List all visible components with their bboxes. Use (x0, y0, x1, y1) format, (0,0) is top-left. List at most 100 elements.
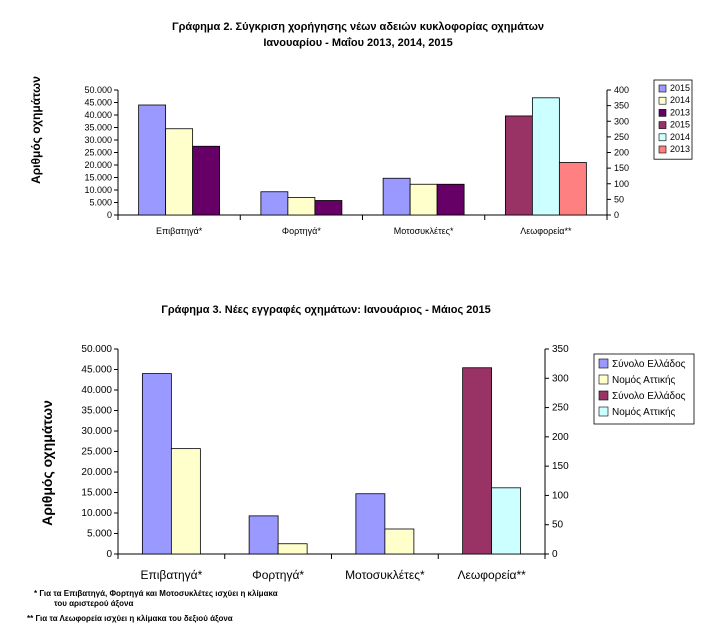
chart2-left-tick-label: 5.000 (87, 529, 112, 540)
chart1-bar (192, 145, 221, 216)
chart1-right-tick-label: 200 (614, 148, 629, 158)
chart1-left-tick-label: 20.000 (84, 160, 112, 170)
chart1-bar (382, 177, 411, 216)
chart1-right-tick-label: 50 (614, 194, 624, 204)
chart1-legend-swatch (658, 145, 667, 154)
chart2-legend-swatch (598, 390, 609, 401)
chart2-bar (384, 528, 415, 555)
chart1-bar (558, 162, 587, 216)
chart1-bar (409, 183, 438, 216)
chart1-right-tick-label: 0 (614, 210, 619, 220)
chart2-category-label: Επιβατηγά* (140, 568, 202, 582)
chart1-right-tick-label: 100 (614, 179, 629, 189)
footnote-1-line-1: * Για τα Επιβατηγά, Φορτηγά και Μοτοσυκλ… (34, 589, 278, 598)
chart1-right-tick-label: 250 (614, 132, 629, 142)
chart2-legend-swatch (598, 374, 609, 385)
chart1-bar (436, 183, 465, 216)
chart1: 0 5.000 10.000 15.000 20.000 25.000 30.000 35.0… (84, 79, 693, 236)
chart2-right-tick-label: 0 (552, 549, 558, 560)
chart2-title: Γράφημα 3. Νέες εγγραφές οχημάτων: Ιανου… (161, 304, 491, 316)
chart2-legend-swatch (598, 358, 609, 369)
chart2-legend-label: Σύνολο Ελλάδος (612, 358, 686, 370)
chart1-category-label: Επιβατηγά* (156, 226, 203, 236)
chart2-bar (277, 543, 308, 555)
chart2-left-tick-label: 35.000 (81, 406, 112, 417)
chart1-right-tick-label: 400 (614, 85, 629, 95)
chart1-left-tick-label: 40.000 (84, 110, 112, 120)
chart1-legend-swatch (658, 133, 667, 142)
chart2-left-tick-label: 30.000 (81, 426, 112, 437)
chart2-left-tick-label: 0 (106, 549, 112, 560)
chart1-subtitle: Ιανουαρίου - Μαΐου 2013, 2014, 2015 (263, 37, 452, 49)
chart1-legend-swatch (658, 121, 667, 129)
chart1-left-tick-label: 25.000 (84, 148, 112, 158)
chart1-legend-swatch (658, 84, 667, 93)
chart1-title: Γράφημα 2. Σύγκριση χορήγησης νέων αδειώ… (172, 21, 544, 33)
chart1-legend-swatch (658, 96, 667, 105)
chart1-bar (531, 97, 560, 216)
chart1-right-tick-label: 300 (614, 116, 629, 126)
chart2-left-tick-label: 45.000 (81, 365, 112, 376)
chart2-bar (355, 493, 386, 555)
chart2-bar (248, 515, 279, 555)
chart2-legend-swatch (598, 406, 609, 417)
chart2-category-label: Μοτοσυκλέτες* (345, 568, 425, 582)
chart1-left-tick-label: 45.000 (84, 98, 112, 108)
chart1-bar (287, 197, 316, 216)
chart2-bar (491, 487, 522, 555)
chart1-right-tick-label: 350 (614, 101, 629, 111)
chart2-legend-label: Νομός Αττικής (612, 406, 676, 418)
chart2-right-tick-label: 100 (552, 490, 569, 501)
chart2-left-tick-label: 15.000 (81, 488, 112, 499)
chart1-left-tick-label: 10.000 (84, 185, 112, 195)
chart1-legend-label: 2014 (670, 132, 690, 142)
chart2: 0 5.000 10.000 15.000 20.000 25.000 30.000 35.0… (81, 344, 695, 582)
chart2-right-tick-label: 300 (552, 373, 569, 384)
chart1-legend-label: 2013 (670, 107, 690, 117)
chart1-bar (138, 104, 167, 216)
chart1-legend-label: 2013 (670, 144, 690, 154)
chart1-left-tick-label: 35.000 (84, 123, 112, 133)
chart1-category-label: Λεωφορεία** (520, 226, 572, 236)
chart1-bar (260, 191, 289, 216)
chart1-bar (165, 128, 194, 216)
chart2-right-tick-label: 350 (552, 344, 569, 355)
chart2-bar (462, 367, 493, 555)
chart1-legend-label: 2015 (670, 120, 690, 130)
footnote-1-line-2: του αριστερού άξονα (54, 599, 134, 608)
chart1-left-tick-label: 5.000 (89, 198, 112, 208)
chart1-category-label: Μοτοσυκλέτες* (394, 226, 454, 236)
chart1-legend-swatch (658, 109, 667, 117)
chart2-right-tick-label: 250 (552, 403, 569, 414)
chart2-left-tick-label: 25.000 (81, 447, 112, 458)
footnote-1: * Για τα Επιβατηγά, Φορτηγά και Μοτοσυκλ… (34, 589, 278, 609)
chart1-legend-label: 2015 (670, 83, 690, 93)
chart1-left-tick-label: 30.000 (84, 135, 112, 145)
chart2-bar (170, 448, 201, 555)
chart2-legend (593, 353, 695, 425)
chart1-left-tick-label: 0 (107, 210, 112, 220)
chart2-category-label: Φορτηγά* (252, 568, 304, 582)
chart2-left-tick-label: 40.000 (81, 385, 112, 396)
chart2-left-tick-label: 10.000 (81, 508, 112, 519)
chart1-left-tick-label: 50.000 (84, 85, 112, 95)
chart2-bar (141, 373, 172, 555)
chart2-category-label: Λεωφορεία** (457, 568, 526, 582)
chart1-bar (314, 200, 343, 216)
chart2-right-tick-label: 50 (552, 520, 564, 531)
chart1-category-label: Φορτηγά* (282, 226, 321, 236)
chart1-legend-label: 2014 (670, 95, 690, 105)
chart2-y-axis-label: Αριθμός οχημάτων (39, 400, 55, 526)
chart2-left-tick-label: 50.000 (81, 344, 112, 355)
chart2-legend-label: Σύνολο Ελλάδος (612, 390, 686, 402)
chart2-left-tick-label: 20.000 (81, 467, 112, 478)
chart1-right-tick-label: 150 (614, 163, 629, 173)
chart1-left-tick-label: 15.000 (84, 173, 112, 183)
chart2-legend-label: Νομός Αττικής (612, 374, 676, 386)
chart1-bar (504, 115, 533, 216)
chart1-y-axis-label: Αριθμός οχημάτων (29, 76, 43, 184)
chart2-right-tick-label: 150 (552, 461, 569, 472)
chart2-right-tick-label: 200 (552, 432, 569, 443)
footnote-2: ** Για τα Λεωφορεία ισχύει η κλίμακα του… (27, 614, 233, 623)
